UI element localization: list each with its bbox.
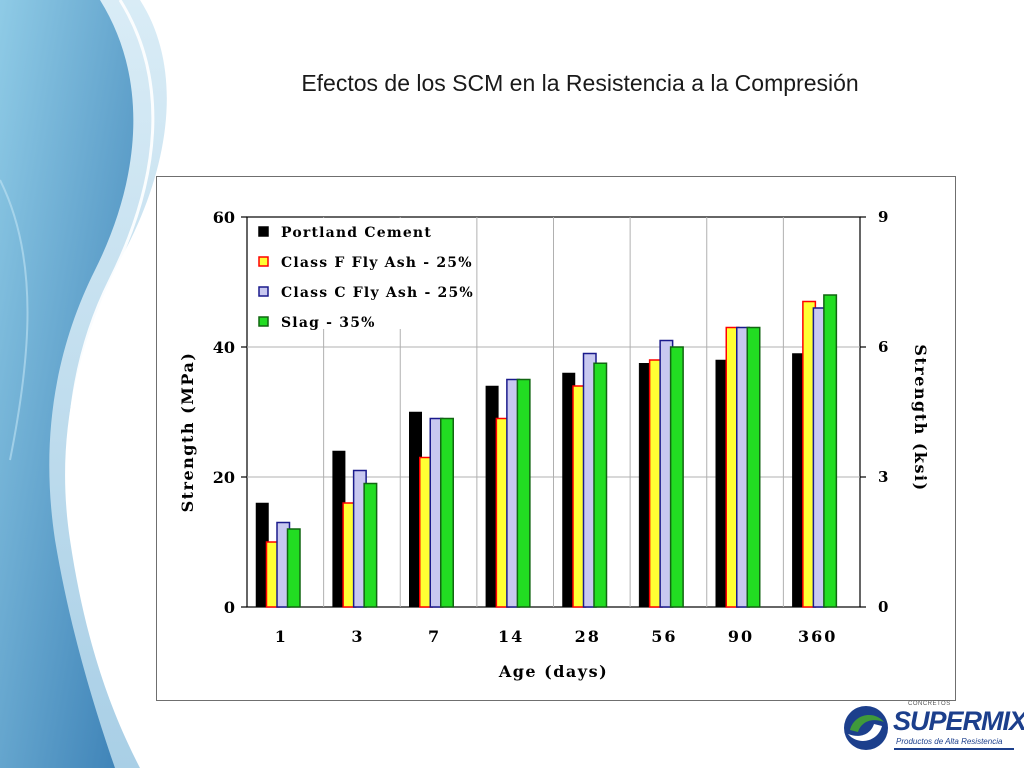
chart-frame: 0 20 40 60 0 3 6 9 1 3 7 14 28 56 90 360 Age (days) Stren… [156,176,956,701]
logo-mark [844,706,888,750]
x-axis-title: Age (days) [498,662,608,681]
logo-tagline: CONCRETOS [908,701,951,707]
bar-4-14 [516,378,531,608]
logo-slogan: Productos de Alta Resistencia [896,737,1003,746]
x-tick-label: 56 [651,627,677,646]
bar-4-1 [286,528,301,608]
bar-4-7 [440,417,454,608]
y-tick-label: 0 [224,598,235,617]
legend-swatch [258,286,269,297]
legend-label: Class F Fly Ash - 25% [281,255,473,271]
bar-4-90 [746,326,761,608]
bar-4-3 [363,482,378,608]
x-tick-label: 7 [428,627,441,646]
x-tick-label: 3 [351,627,364,646]
x-tick-label: 360 [798,627,837,646]
bar-4-360 [823,294,838,608]
y2-tick-label: 3 [878,468,888,486]
y2-tick-label: 6 [878,338,888,356]
y2-tick-label: 0 [878,598,888,616]
y-tick-label: 60 [213,208,235,227]
y-tick-label: 20 [213,468,235,487]
legend-label: Slag - 35% [281,315,376,331]
y-axis-title: Strength (MPa) [178,352,197,513]
legend-label: Portland Cement [281,225,432,241]
legend-swatch [258,256,269,267]
bar-chart: 0 20 40 60 0 3 6 9 1 3 7 14 28 56 90 360 Age (days) Stren… [178,208,930,681]
bar-4-28 [593,362,608,608]
y2-tick-label: 9 [878,208,888,226]
y-tick-label: 40 [213,338,235,357]
legend-label: Class C Fly Ash - 25% [281,285,474,301]
supermix-logo [844,706,1014,750]
x-tick-label: 1 [275,627,288,646]
slide-title: Efectos de los SCM en la Resistencia a l… [301,70,859,96]
legend-box [249,218,475,329]
y2-axis-title: Strength (ksi) [911,344,930,491]
x-tick-label: 14 [498,627,524,646]
bar-4-56 [669,346,684,608]
x-tick-label: 90 [728,627,754,646]
x-tick-label: 28 [575,627,601,646]
legend-swatch [258,316,269,327]
logo-name: SUPERMIX [893,706,1024,736]
legend-swatch [258,226,269,237]
